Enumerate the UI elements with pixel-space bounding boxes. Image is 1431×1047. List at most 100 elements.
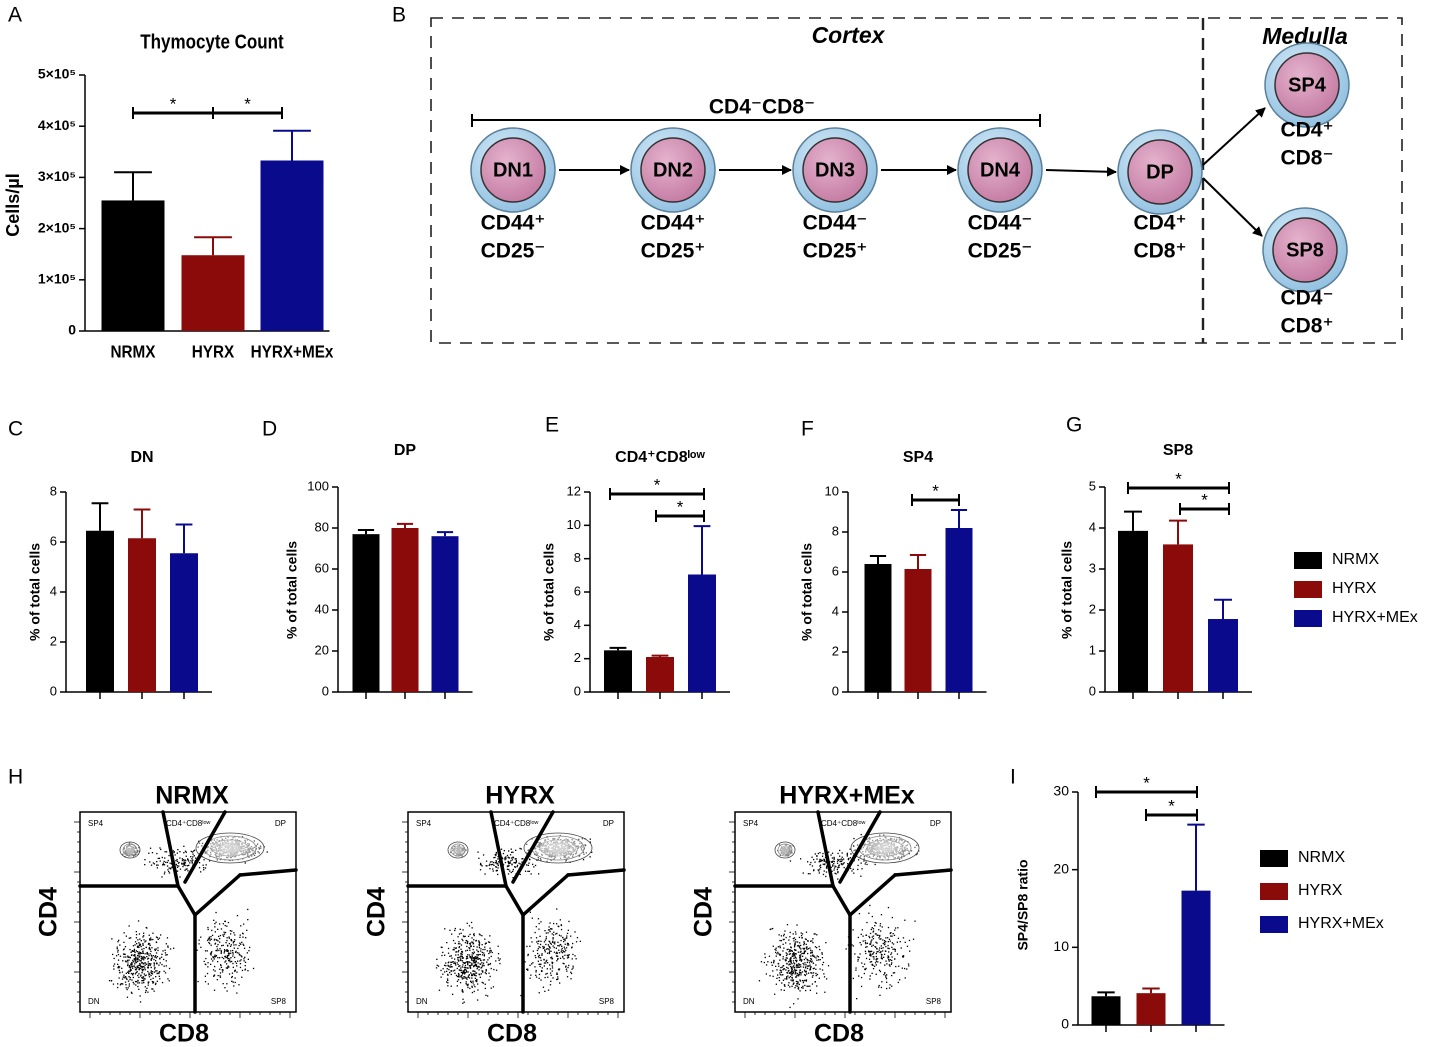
event-dot bbox=[885, 848, 887, 850]
event-dot bbox=[772, 970, 774, 972]
event-dot bbox=[230, 944, 232, 946]
event-dot bbox=[117, 951, 119, 953]
event-dot bbox=[802, 947, 804, 950]
event-dot bbox=[541, 967, 543, 969]
event-dot bbox=[782, 969, 784, 971]
event-dot bbox=[825, 942, 827, 944]
chart-title: DN bbox=[130, 449, 153, 466]
event-dot bbox=[161, 856, 163, 859]
event-dot bbox=[123, 932, 125, 934]
event-dot bbox=[891, 852, 893, 854]
cell-marker: CD25⁺ bbox=[803, 240, 868, 263]
event-dot bbox=[140, 958, 142, 960]
event-dot bbox=[474, 956, 476, 958]
event-dot bbox=[209, 847, 211, 849]
event-dot bbox=[789, 975, 791, 978]
bar bbox=[1163, 544, 1193, 692]
event-dot bbox=[487, 941, 490, 943]
event-dot bbox=[217, 957, 219, 959]
event-dot bbox=[581, 849, 583, 851]
event-dot bbox=[891, 974, 893, 977]
event-dot bbox=[237, 851, 239, 853]
event-dot bbox=[457, 951, 459, 953]
event-dot bbox=[249, 847, 251, 849]
y-tick-label: 10 bbox=[825, 483, 839, 498]
event-dot bbox=[474, 977, 476, 979]
event-dot bbox=[137, 974, 139, 977]
event-dot bbox=[797, 981, 799, 983]
event-dot bbox=[242, 851, 244, 853]
event-dot bbox=[126, 854, 128, 856]
event-dot bbox=[557, 843, 559, 845]
event-dot bbox=[869, 847, 871, 849]
event-dot bbox=[141, 955, 143, 958]
event-dot bbox=[537, 955, 540, 957]
event-dot bbox=[545, 938, 547, 940]
event-dot bbox=[222, 944, 224, 946]
event-dot bbox=[241, 956, 243, 958]
event-dot bbox=[128, 972, 130, 974]
event-dot bbox=[878, 984, 880, 987]
event-dot bbox=[825, 860, 827, 863]
event-dot bbox=[880, 846, 882, 849]
event-dot bbox=[144, 859, 146, 861]
event-dot bbox=[837, 852, 839, 855]
event-dot bbox=[129, 978, 131, 981]
gate-label: DP bbox=[930, 819, 941, 828]
event-dot bbox=[152, 982, 154, 984]
event-dot bbox=[251, 855, 253, 857]
event-dot bbox=[791, 971, 793, 973]
event-dot bbox=[136, 971, 138, 973]
event-dot bbox=[462, 970, 464, 972]
event-dot bbox=[477, 958, 479, 960]
event-dot bbox=[560, 928, 563, 931]
event-dot bbox=[811, 952, 813, 954]
event-dot bbox=[874, 843, 876, 845]
event-dot bbox=[495, 870, 497, 872]
event-dot bbox=[541, 954, 543, 956]
event-dot bbox=[183, 863, 186, 865]
event-dot bbox=[562, 844, 564, 846]
event-dot bbox=[167, 859, 169, 862]
event-dot bbox=[806, 985, 808, 987]
event-dot bbox=[514, 862, 517, 864]
event-dot bbox=[879, 938, 881, 940]
event-dot bbox=[785, 849, 787, 852]
event-dot bbox=[135, 984, 137, 986]
event-dot bbox=[558, 851, 560, 853]
event-dot bbox=[869, 849, 871, 852]
event-dot bbox=[793, 954, 796, 956]
event-dot bbox=[465, 950, 467, 952]
event-dot bbox=[804, 979, 806, 981]
event-dot bbox=[878, 847, 880, 849]
event-dot bbox=[129, 854, 131, 856]
event-dot bbox=[164, 952, 167, 954]
event-dot bbox=[224, 848, 226, 850]
event-dot bbox=[547, 842, 550, 845]
event-dot bbox=[530, 873, 532, 875]
event-dot bbox=[125, 976, 127, 978]
event-dot bbox=[227, 854, 229, 856]
event-dot bbox=[820, 859, 822, 861]
event-dot bbox=[904, 977, 906, 979]
event-dot bbox=[876, 842, 878, 844]
event-dot bbox=[872, 847, 875, 849]
bar bbox=[904, 569, 932, 692]
event-dot bbox=[777, 962, 779, 965]
event-dot bbox=[474, 960, 476, 962]
event-dot bbox=[783, 935, 785, 937]
event-dot bbox=[562, 846, 564, 848]
event-dot bbox=[450, 851, 452, 853]
event-dot bbox=[519, 847, 521, 850]
event-dot bbox=[171, 866, 173, 868]
event-dot bbox=[538, 922, 540, 925]
panel-letter: B bbox=[392, 4, 406, 27]
event-dot bbox=[133, 958, 135, 960]
event-dot bbox=[135, 971, 137, 974]
event-dot bbox=[455, 947, 457, 949]
event-dot bbox=[566, 944, 569, 946]
event-dot bbox=[779, 945, 781, 947]
event-dot bbox=[456, 849, 458, 852]
event-dot bbox=[465, 958, 468, 960]
event-dot bbox=[837, 859, 840, 861]
